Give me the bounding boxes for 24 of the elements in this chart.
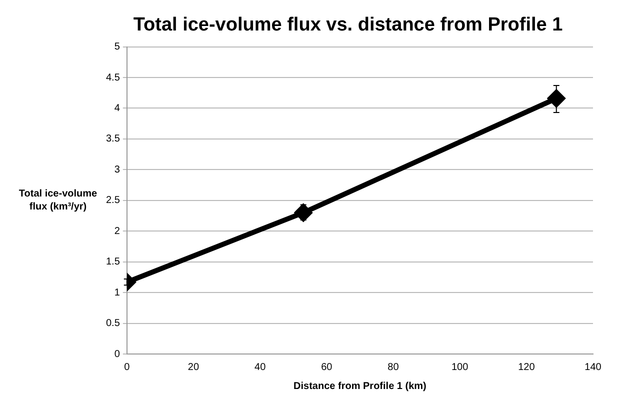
x-tick-label: 60 [321, 362, 333, 373]
x-tick-label: 20 [188, 362, 200, 373]
y-tick-label: 2 [114, 226, 120, 237]
point [548, 90, 565, 107]
y-tick-label: 5 [114, 42, 120, 53]
y-tick-label: 0.5 [106, 318, 120, 330]
y-tick-label: 3.5 [106, 134, 120, 145]
y-tick-label: 4 [114, 102, 120, 114]
y-axis-title: Total ice-volume flux (km³/yr) [18, 188, 98, 213]
x-tick-label: 120 [518, 362, 536, 373]
y-tick-label: 1 [114, 287, 120, 298]
x-axis-title: Distance from Profile 1 (km) [294, 380, 426, 392]
x-tick-label: 140 [584, 362, 602, 373]
y-tick-label: 1.5 [106, 256, 120, 268]
x-tick-label: 0 [124, 362, 130, 373]
y-tick-label: 2.5 [106, 195, 120, 206]
x-tick-label: 40 [254, 362, 266, 373]
chart-title: Total ice-volume flux vs. distance from Profile 1 [133, 14, 564, 36]
y-tick-label: 4.5 [106, 72, 120, 84]
y-tick-label: 3 [114, 164, 120, 176]
x-tick-label: 100 [451, 362, 469, 373]
y-tick-label: 0 [114, 348, 120, 360]
x-tick-label: 80 [388, 362, 400, 373]
point [294, 204, 312, 222]
